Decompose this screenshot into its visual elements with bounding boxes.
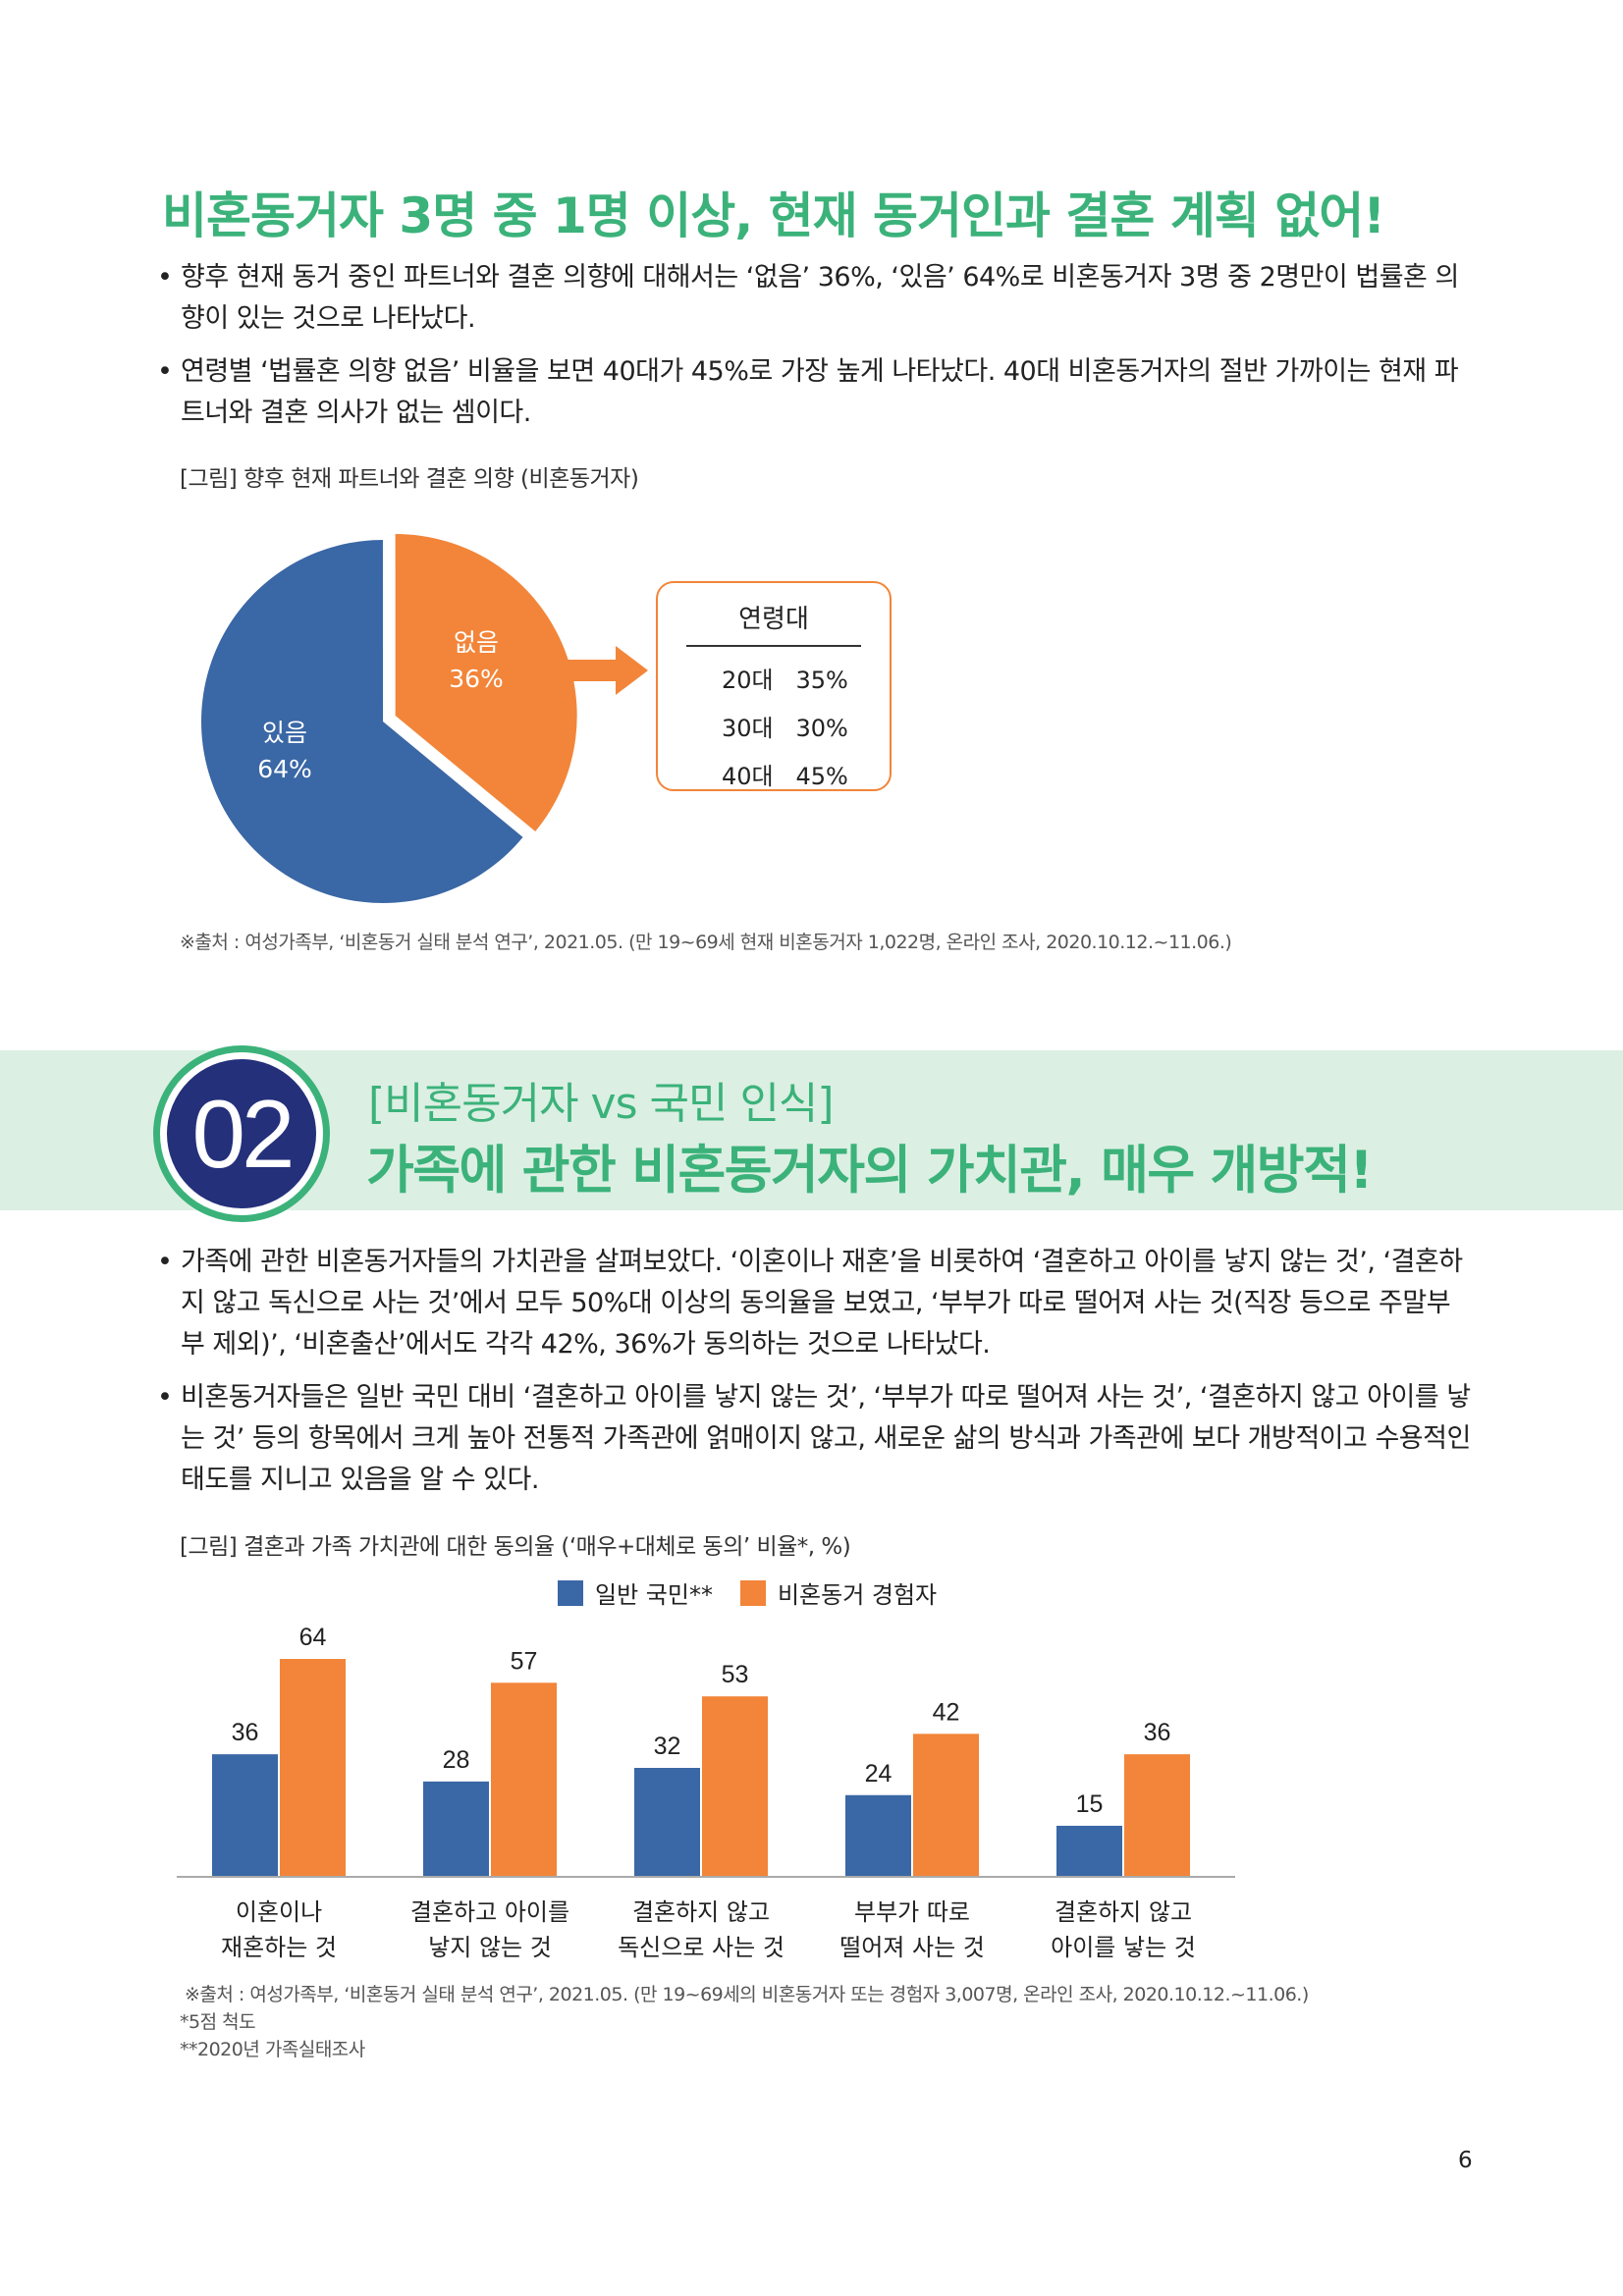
section2-bullet-1: 가족에 관한 비혼동거자들의 가치관을 살펴보았다. ‘이혼이나 재혼’을 비롯…	[157, 1242, 1473, 1365]
section1-title: 비혼동거자 3명 중 1명 이상, 현재 동거인과 결혼 계획 없어!	[162, 187, 1385, 244]
bar-value-label: 57	[511, 1647, 538, 1675]
bar-cohabit	[702, 1696, 768, 1877]
category-label: 떨어져 사는 것	[839, 1934, 985, 1961]
bar-value-label: 36	[232, 1719, 259, 1746]
age-row-label: 40대	[722, 763, 774, 790]
pie-label-yes: 있음	[262, 719, 307, 747]
bar-value-label: 24	[865, 1760, 893, 1788]
bar-figure-caption: [그림] 결혼과 가족 가치관에 대한 동의율 (‘매우+대체로 동의’ 비율*…	[180, 1534, 851, 1560]
bar-value-label: 36	[1144, 1719, 1171, 1746]
category-label: 이혼이나	[236, 1898, 322, 1926]
bar-cohabit	[280, 1659, 346, 1877]
age-row-20s: 20대 35%	[658, 661, 890, 695]
category-label: 결혼하지 않고	[632, 1898, 770, 1926]
bar-value-label: 64	[299, 1624, 327, 1651]
age-row-label: 20대	[722, 667, 774, 694]
category-label: 결혼하고 아이를	[410, 1898, 569, 1926]
age-row-value: 35%	[795, 667, 848, 694]
bar-cohabit	[491, 1682, 557, 1877]
bar-cohabit	[913, 1734, 979, 1877]
legend-swatch-orange	[739, 1579, 766, 1606]
section2-bullets: 가족에 관한 비혼동거자들의 가치관을 살펴보았다. ‘이혼이나 재혼’을 비롯…	[157, 1242, 1473, 1513]
pie-value-yes: 64%	[257, 755, 312, 783]
section2-subtitle: [비혼동거자 vs 국민 인식]	[368, 1079, 835, 1129]
bar-general	[212, 1754, 278, 1877]
age-row-30s: 30대 30%	[658, 709, 890, 743]
pie-slice-no	[395, 534, 577, 831]
section-number-badge: 02	[153, 1045, 330, 1222]
bar-value-label: 32	[654, 1733, 681, 1760]
age-row-40s: 40대 45%	[658, 757, 890, 791]
section1-bullet-1: 향후 현재 동거 중인 파트너와 결혼 의향에 대해서는 ‘없음’ 36%, ‘…	[157, 257, 1473, 340]
section2-title: 가족에 관한 비혼동거자의 가치관, 매우 개방적!	[366, 1141, 1374, 1201]
legend-label: 일반 국민**	[595, 1581, 713, 1609]
section1-bullet-2: 연령별 ‘법률혼 의향 없음’ 비율을 보면 40대가 45%로 가장 높게 나…	[157, 351, 1473, 434]
legend-item-cohabit: 비혼동거 경험자	[739, 1575, 938, 1610]
pie-slice-yes	[200, 540, 523, 903]
section-number: 02	[167, 1059, 316, 1208]
section2-source: ※출처 : 여성가족부, ‘비혼동거 실태 분석 연구’, 2021.05. (…	[185, 1984, 1309, 2005]
category-label: 낳지 않는 것	[428, 1934, 552, 1961]
pie-label-no: 없음	[454, 628, 499, 657]
category-label: 재혼하는 것	[221, 1934, 337, 1961]
section2-bullet-2: 비혼동거자들은 일반 국민 대비 ‘결혼하고 아이를 낳지 않는 것’, ‘부부…	[157, 1377, 1473, 1501]
age-row-label: 30대	[722, 715, 774, 742]
bar-value-label: 15	[1076, 1790, 1104, 1818]
arrow-right-icon	[565, 646, 648, 695]
category-label: 결혼하지 않고	[1055, 1898, 1192, 1926]
bar-general	[634, 1768, 700, 1877]
pie-value-no: 36%	[449, 665, 504, 693]
bar-value-label: 53	[722, 1661, 749, 1688]
pie-figure-caption: [그림] 향후 현재 파트너와 결혼 의향 (비혼동거자)	[180, 466, 639, 492]
age-box-title: 연령대	[738, 605, 809, 634]
category-label: 부부가 따로	[854, 1898, 970, 1926]
bar-value-label: 28	[443, 1746, 470, 1774]
category-label: 독신으로 사는 것	[618, 1934, 784, 1961]
bar-general	[1056, 1825, 1122, 1877]
bar-general	[845, 1794, 911, 1877]
footnote-scale: *5점 척도	[180, 2011, 256, 2033]
footnote-survey: **2020년 가족실태조사	[180, 2039, 365, 2060]
legend-item-general: 일반 국민**	[558, 1575, 713, 1610]
bar-value-label: 42	[933, 1698, 960, 1726]
category-label: 아이를 낳는 것	[1051, 1934, 1196, 1961]
section1-bullets: 향후 현재 동거 중인 파트너와 결혼 의향에 대해서는 ‘없음’ 36%, ‘…	[157, 257, 1473, 446]
section1-source: ※출처 : 여성가족부, ‘비혼동거 실태 분석 연구’, 2021.05. (…	[180, 932, 1232, 953]
legend-swatch-blue	[558, 1579, 583, 1606]
bar-cohabit	[1124, 1754, 1190, 1877]
age-box-divider	[686, 645, 861, 647]
bar-legend: 일반 국민** 비혼동거 경험자	[558, 1575, 937, 1610]
bar-general	[423, 1781, 489, 1877]
pie-chart: 없음 36% 있음 64%	[200, 534, 577, 903]
age-row-value: 45%	[795, 763, 848, 790]
legend-label: 비혼동거 경험자	[777, 1581, 938, 1609]
age-group-box: 연령대 20대 35% 30대 30% 40대 45%	[656, 581, 892, 791]
age-row-value: 30%	[795, 715, 848, 742]
page-number: 6	[1458, 2148, 1473, 2173]
